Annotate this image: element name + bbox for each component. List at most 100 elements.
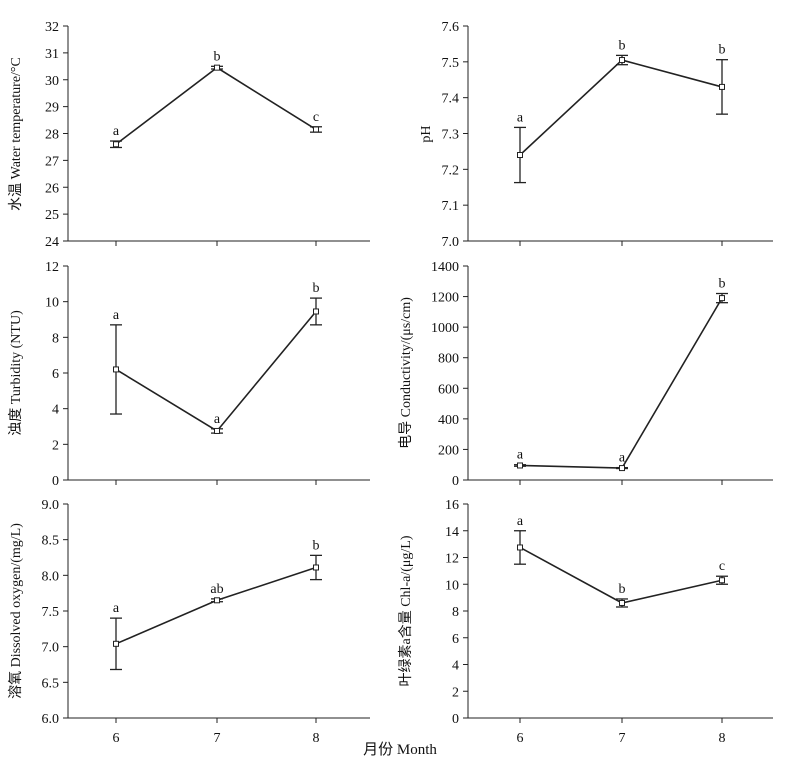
panel6-y-tick-label: 14 — [445, 525, 459, 540]
panel1-significance-label: a — [113, 124, 120, 139]
panel2-significance-label: a — [517, 110, 524, 125]
panel1-y-tick-label: 24 — [45, 235, 59, 250]
panel1-significance-label: c — [313, 110, 319, 125]
panel2-y-tick-label: 7.5 — [442, 56, 460, 71]
panel6-y-tick-label: 12 — [445, 552, 459, 567]
panel3-significance-label: a — [214, 412, 221, 427]
panel2-y-tick-label: 7.4 — [442, 92, 460, 107]
panel6-y-tick-label: 8 — [452, 605, 459, 620]
panel2-data-point — [517, 152, 523, 158]
panel6-x-tick-label: 8 — [719, 731, 726, 746]
panel1-significance-label: b — [214, 49, 221, 64]
panel4-y-tick-label: 1400 — [431, 260, 459, 275]
panel3-y-tick-label: 0 — [52, 474, 59, 489]
panel6-y-tick-label: 10 — [445, 578, 459, 593]
panel6-data-point — [619, 599, 625, 606]
panel6-y-tick-label: 0 — [452, 712, 459, 727]
panel2-significance-label: b — [619, 38, 626, 53]
panel1-y-tick-label: 31 — [45, 47, 59, 62]
panel5-x-tick-label: 7 — [214, 731, 221, 746]
panel6-y-tick-label: 2 — [452, 685, 459, 700]
panel1-y-tick-label: 25 — [45, 208, 59, 223]
panel6-x-tick-label: 6 — [517, 731, 524, 746]
panel4-y-tick-label: 1200 — [431, 291, 459, 306]
panel3-y-tick-label: 12 — [45, 260, 59, 275]
panel2-significance-label: b — [719, 43, 726, 58]
panel4-y-tick-label: 600 — [438, 382, 459, 397]
panel5-series-line — [115, 566, 317, 645]
panel6-significance-label: c — [719, 559, 725, 574]
panel4-data-point — [517, 462, 523, 469]
panel1-y-tick-label: 28 — [45, 128, 59, 143]
panel1-data-point — [214, 64, 220, 71]
panel3-significance-label: a — [113, 308, 120, 323]
panel5-y-axis-label: 溶氧 Dissolved oxygen/(mg/L) — [8, 523, 24, 699]
panel5-y-tick-label: 6.0 — [42, 712, 60, 727]
panel3-y-axis-label: 浊度 Turbidity (NTU) — [8, 310, 24, 436]
panel5-y-tick-label: 7.5 — [42, 605, 60, 620]
panel5-y-tick-label: 6.5 — [42, 676, 60, 691]
panel6-significance-label: a — [517, 514, 524, 529]
panel2-y-axis-label: pH — [419, 125, 434, 142]
panel5-y-tick-label: 8.5 — [42, 534, 60, 549]
panel2-series-line — [519, 59, 723, 156]
panel4-significance-label: a — [619, 451, 626, 466]
panel5-data-point — [113, 640, 119, 647]
panel5-y-tick-label: 9.0 — [42, 498, 60, 513]
panel5-significance-label: b — [313, 538, 320, 553]
panel6-x-tick-label: 7 — [619, 731, 626, 746]
panel2-y-tick-label: 7.3 — [442, 128, 460, 143]
panel1-series-line — [115, 66, 317, 145]
panel1-y-tick-label: 27 — [45, 154, 59, 169]
panel1-y-tick-label: 30 — [45, 74, 59, 89]
panel4-y-tick-label: 200 — [438, 443, 459, 458]
panel3-y-tick-label: 6 — [52, 367, 59, 382]
panel1-y-axis-label: 水温 Water temperature/°C — [8, 57, 24, 211]
panel2-y-tick-label: 7.1 — [442, 199, 460, 214]
panel5-x-tick-label: 8 — [313, 731, 320, 746]
panel3-significance-label: b — [313, 281, 320, 296]
panel5-data-point — [313, 564, 319, 571]
panel6-y-tick-label: 16 — [445, 498, 459, 513]
panel3-y-tick-label: 4 — [52, 403, 59, 418]
panel6-y-axis-label: 叶绿素a含量 Chl-a/(μg/L) — [398, 535, 414, 686]
panel6-y-tick-label: 6 — [452, 632, 459, 647]
panel6-data-point — [517, 544, 523, 551]
panel5-x-tick-label: 6 — [113, 731, 120, 746]
panel2-y-tick-label: 7.6 — [442, 20, 460, 35]
panel4-data-point — [719, 295, 725, 302]
panel3-y-tick-label: 2 — [52, 438, 59, 453]
panel3-data-point — [214, 427, 220, 434]
panel4-series-line — [519, 297, 723, 469]
panel4-y-axis-label: 电导 Conductivity/(μs/cm) — [398, 297, 414, 449]
panel6-significance-label: b — [619, 582, 626, 597]
panel5-y-tick-label: 8.0 — [42, 569, 60, 584]
panel3-data-point — [113, 366, 119, 373]
panel2-y-tick-label: 7.0 — [442, 235, 460, 250]
panel2-y-tick-label: 7.2 — [442, 163, 460, 178]
panel1-y-tick-label: 32 — [45, 20, 59, 35]
panel4-significance-label: b — [719, 277, 726, 292]
panel5-significance-label: ab — [210, 582, 223, 597]
panel1-data-point — [313, 126, 319, 133]
panel2-data-point — [719, 83, 725, 90]
panel5-significance-label: a — [113, 601, 120, 616]
panel4-y-tick-label: 400 — [438, 413, 459, 428]
shared-x-axis-label: 月份 Month — [363, 742, 437, 758]
panel4-y-tick-label: 1000 — [431, 321, 459, 336]
panel4-y-tick-label: 0 — [452, 474, 459, 489]
panel4-significance-label: a — [517, 448, 524, 463]
panel2-data-point — [619, 57, 625, 64]
panel1-y-tick-label: 26 — [45, 181, 59, 196]
panel1-data-point — [113, 141, 119, 148]
panel3-data-point — [313, 308, 319, 315]
panel3-y-tick-label: 8 — [52, 331, 59, 346]
panel5-data-point — [214, 597, 220, 604]
panel3-y-tick-label: 10 — [45, 296, 59, 311]
panel5-y-tick-label: 7.0 — [42, 641, 60, 656]
panel4-data-point — [619, 465, 625, 472]
panel4-y-tick-label: 800 — [438, 352, 459, 367]
panel1-y-tick-label: 29 — [45, 101, 59, 116]
panel6-data-point — [719, 577, 725, 584]
panel6-y-tick-label: 4 — [452, 659, 459, 674]
